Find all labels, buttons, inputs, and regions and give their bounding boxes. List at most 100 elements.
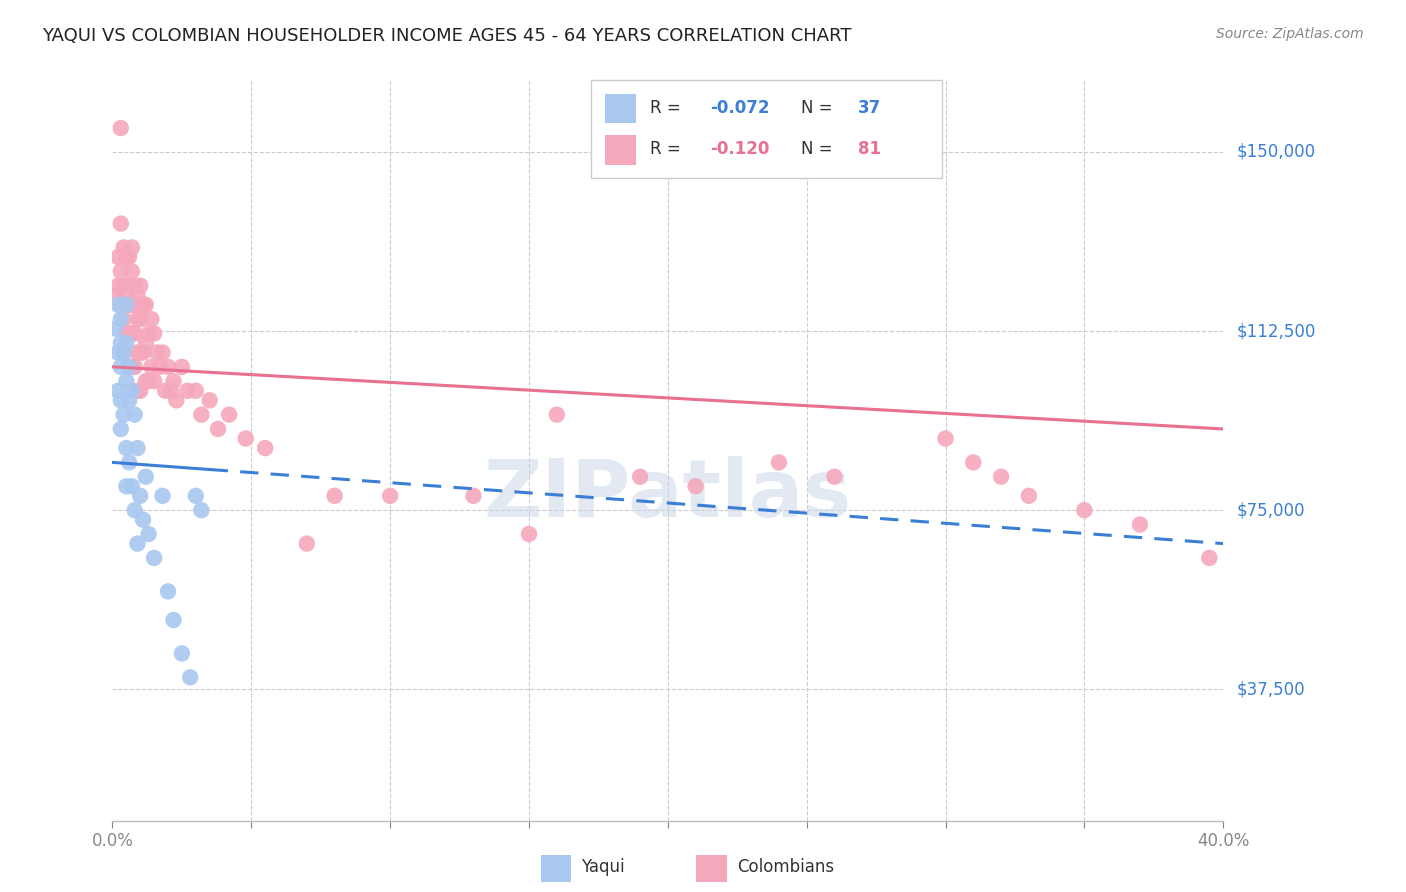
Point [198,393,221,408]
Point [138,326,160,341]
Text: Source: ZipAtlas.com: Source: ZipAtlas.com [1216,27,1364,41]
Point [107,298,129,312]
Point [115,250,138,264]
Point [121,359,143,374]
Point [517,527,540,541]
Point [124,298,146,312]
Point [104,288,127,302]
Point [143,550,166,565]
Point [127,384,149,398]
Point [135,336,157,351]
Point [1129,517,1152,532]
Point [990,469,1012,483]
Point [112,408,135,422]
Point [118,326,141,341]
Text: R =: R = [650,140,686,158]
Point [149,359,172,374]
Point [112,278,135,293]
Point [162,374,184,388]
Point [165,393,187,408]
Point [934,432,956,446]
Point [463,489,485,503]
Point [170,647,193,661]
Point [110,312,132,326]
Point [685,479,707,493]
Point [1198,550,1220,565]
Point [118,359,141,374]
Point [112,312,135,326]
Text: 81: 81 [858,140,880,158]
Point [132,513,155,527]
Point [107,345,129,359]
Point [254,441,277,455]
Point [207,422,229,436]
Point [110,217,132,231]
Point [110,264,132,278]
Point [129,312,152,326]
Point [170,359,193,374]
Point [124,278,146,293]
Point [380,489,402,503]
Point [121,298,143,312]
Text: Yaqui: Yaqui [582,858,626,877]
Point [115,288,138,302]
Point [135,298,157,312]
Point [129,384,152,398]
Point [184,489,207,503]
Point [107,278,129,293]
Point [121,264,143,278]
Point [152,345,174,359]
Text: $112,500: $112,500 [1237,322,1316,340]
Point [190,503,212,517]
Point [110,393,132,408]
Point [962,455,984,469]
Point [157,584,180,599]
Point [118,278,141,293]
Text: N =: N = [801,99,838,117]
Point [124,408,146,422]
Point [104,321,127,335]
Point [176,384,198,398]
Point [115,441,138,455]
Point [121,384,143,398]
Text: R =: R = [650,99,686,117]
Point [107,384,129,398]
Point [323,489,346,503]
Point [127,288,149,302]
Point [112,240,135,254]
Point [115,479,138,493]
Point [121,240,143,254]
Point [179,670,201,684]
Point [143,374,166,388]
Point [218,408,240,422]
Point [141,359,163,374]
Point [129,345,152,359]
Point [118,455,141,469]
Point [107,250,129,264]
Point [118,298,141,312]
Point [110,359,132,374]
Text: ZIPatlas: ZIPatlas [484,456,852,534]
Point [1018,489,1040,503]
Bar [605,136,636,165]
Point [121,326,143,341]
Text: $150,000: $150,000 [1237,143,1316,161]
Point [135,374,157,388]
Point [138,374,160,388]
Point [132,298,155,312]
Point [768,455,790,469]
Point [184,384,207,398]
Text: Colombians: Colombians [737,858,834,877]
Text: YAQUI VS COLOMBIAN HOUSEHOLDER INCOME AGES 45 - 64 YEARS CORRELATION CHART: YAQUI VS COLOMBIAN HOUSEHOLDER INCOME AG… [42,27,852,45]
Point [152,489,174,503]
Point [127,536,149,550]
Point [141,312,163,326]
Point [115,298,138,312]
Point [115,326,138,341]
Point [235,432,257,446]
Point [110,422,132,436]
Point [155,384,177,398]
Point [118,250,141,264]
Point [146,345,169,359]
Point [129,278,152,293]
